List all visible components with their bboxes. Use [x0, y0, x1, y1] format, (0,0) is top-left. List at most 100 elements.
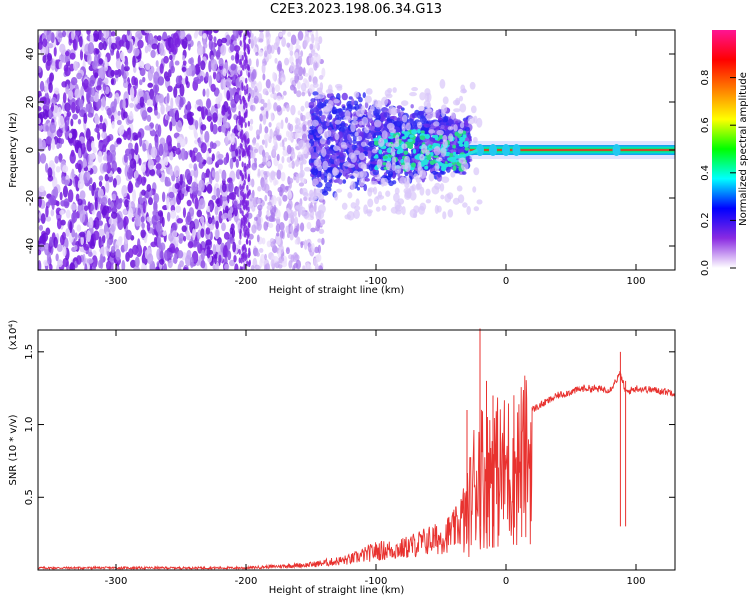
noise-mark: [279, 142, 283, 147]
noise-mark: [200, 132, 204, 142]
signal-mark: [398, 156, 402, 161]
noise-mark: [223, 257, 228, 266]
noise-mark: [147, 68, 154, 81]
noise-mark: [165, 76, 171, 82]
x-tick-label: 0: [503, 576, 509, 587]
noise-mark: [62, 185, 69, 198]
noise-mark: [261, 62, 266, 74]
noise-mark: [200, 142, 207, 154]
noise-mark: [234, 94, 240, 103]
noise-mark: [171, 44, 178, 55]
noise-mark: [240, 190, 243, 197]
noise-mark: [122, 208, 128, 215]
noise-mark: [62, 30, 67, 38]
noise-mark: [243, 251, 246, 258]
noise-mark: [112, 177, 117, 188]
noise-mark: [278, 222, 285, 231]
noise-mark: [257, 168, 261, 177]
noise-mark: [157, 35, 162, 42]
noise-mark: [67, 90, 74, 100]
y-tick-label: 0: [25, 147, 36, 153]
noise-mark: [188, 163, 193, 169]
noise-mark: [265, 263, 270, 270]
signal-mark: [325, 148, 333, 155]
halo-mark: [385, 190, 391, 197]
noise-mark: [38, 105, 42, 112]
noise-mark: [289, 55, 294, 64]
x-tick-label: 100: [626, 276, 645, 287]
noise-mark: [163, 55, 169, 64]
noise-mark: [276, 196, 282, 202]
noise-mark: [204, 130, 210, 143]
noise-mark: [83, 78, 89, 89]
noise-mark: [230, 135, 235, 146]
noise-mark: [134, 142, 139, 156]
halo-mark: [390, 147, 396, 157]
noise-mark: [133, 65, 137, 74]
noise-mark: [85, 103, 90, 112]
noise-mark: [205, 71, 209, 82]
noise-mark: [41, 139, 46, 151]
noise-mark: [119, 51, 125, 61]
noise-mark: [237, 104, 242, 110]
noise-mark: [254, 157, 257, 163]
noise-mark: [317, 265, 323, 270]
page-title: C2E3.2023.198.06.34.G13: [269, 2, 443, 17]
halo-mark: [380, 177, 386, 187]
signal-mark: [397, 148, 404, 154]
noise-mark: [87, 42, 95, 55]
signal-mark: [424, 165, 429, 170]
signal-mark: [373, 137, 380, 142]
noise-mark: [200, 249, 205, 261]
noise-mark: [223, 100, 229, 113]
noise-mark: [199, 156, 204, 163]
noise-mark: [164, 156, 169, 166]
noise-mark: [196, 209, 203, 218]
noise-mark: [270, 259, 275, 268]
noise-mark: [72, 137, 77, 147]
halo-mark: [300, 82, 307, 92]
noise-mark: [275, 209, 281, 220]
halo-mark: [322, 160, 329, 171]
halo-mark: [450, 171, 456, 178]
noise-mark: [214, 205, 219, 216]
noise-mark: [134, 256, 140, 268]
signal-mark: [363, 131, 368, 139]
noise-mark: [83, 112, 88, 124]
noise-mark: [79, 231, 86, 238]
signal-mark: [325, 122, 330, 127]
noise-mark: [64, 102, 71, 112]
noise-mark: [58, 115, 65, 129]
noise-mark: [56, 128, 63, 138]
noise-mark: [266, 240, 272, 248]
noise-mark: [186, 199, 192, 207]
noise-mark: [248, 239, 252, 246]
signal-mark: [388, 136, 394, 139]
noise-mark: [287, 177, 294, 184]
halo-mark: [403, 155, 411, 166]
signal-mark: [442, 163, 449, 168]
y-tick-label: 1.5: [24, 344, 35, 360]
noise-mark: [98, 220, 104, 226]
noise-mark: [129, 158, 137, 169]
noise-mark: [257, 81, 263, 92]
noise-mark: [306, 221, 312, 230]
noise-mark: [144, 45, 149, 54]
halo-mark: [453, 108, 461, 113]
noise-mark: [242, 220, 246, 227]
noise-mark: [246, 30, 250, 37]
noise-mark: [167, 259, 173, 269]
noise-mark: [310, 227, 316, 233]
noise-mark: [266, 102, 271, 112]
noise-mark: [316, 253, 322, 263]
noise-mark: [92, 250, 97, 258]
noise-mark: [184, 168, 191, 181]
noise-mark: [151, 214, 158, 226]
noise-mark: [290, 150, 296, 160]
noise-mark: [264, 50, 268, 58]
halo-mark: [381, 205, 387, 212]
noise-mark: [277, 249, 282, 258]
noise-mark: [72, 128, 77, 140]
noise-mark: [241, 54, 244, 61]
noise-mark: [90, 140, 95, 151]
